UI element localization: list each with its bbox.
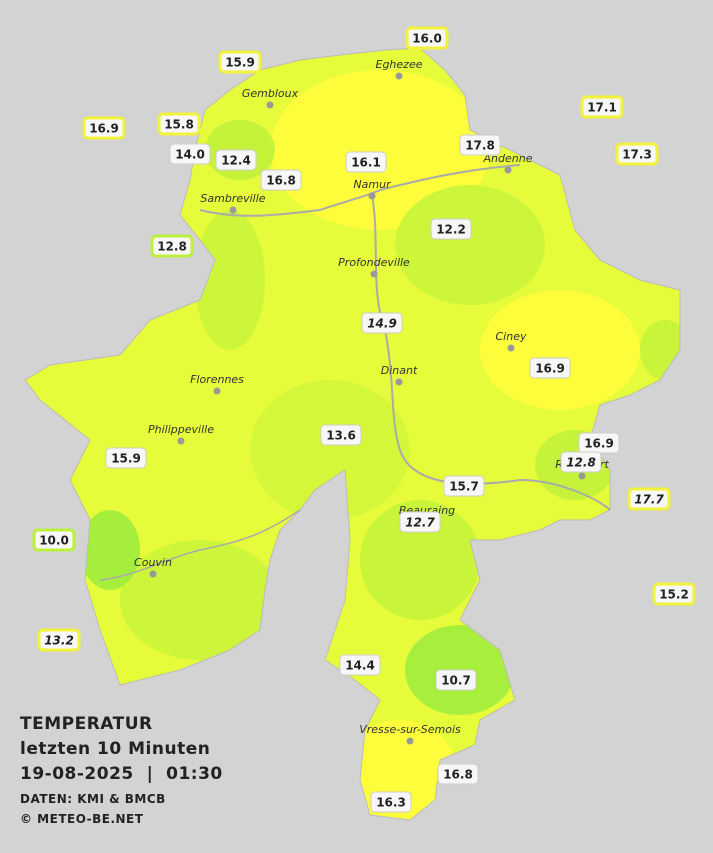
station-box [361, 312, 403, 334]
station-box [218, 50, 262, 74]
station-box [627, 487, 671, 511]
station-box [345, 151, 387, 173]
city-dot [578, 472, 586, 480]
city-label: Profondeville [338, 256, 410, 269]
station-box [320, 424, 362, 446]
station-value: 14.0 [175, 148, 205, 162]
station-box [260, 169, 302, 191]
city-label: Dinant [381, 364, 418, 377]
station-box [37, 628, 81, 652]
station-value: 12.4 [221, 154, 251, 168]
station-value: 16.9 [89, 122, 119, 136]
river [99, 509, 301, 581]
subtitle: letzten 10 Minuten [20, 739, 210, 759]
city-dot [149, 570, 157, 578]
station-value: 10.7 [441, 674, 471, 688]
station-value: 15.8 [164, 118, 194, 132]
station-box [615, 142, 659, 166]
station-value: 15.9 [225, 56, 255, 70]
station-value: 12.8 [566, 456, 596, 470]
city-dot [266, 101, 274, 109]
station-value: 17.1 [587, 101, 617, 115]
source: DATEN: KMI & BMCB [20, 792, 166, 806]
station-box [580, 95, 624, 119]
city-dot [406, 737, 414, 745]
station-value: 16.9 [584, 437, 614, 451]
station-value: 16.9 [535, 362, 565, 376]
station-value: 16.8 [266, 174, 296, 188]
city-label: Gembloux [242, 87, 299, 100]
station-box [82, 116, 126, 140]
station-value: 12.2 [436, 223, 466, 237]
station-value: 15.7 [449, 480, 479, 494]
station-value: 17.3 [622, 148, 652, 162]
station-box [32, 528, 76, 552]
river [371, 194, 611, 511]
city-label: Eghezee [376, 58, 423, 71]
station-value: 16.1 [351, 156, 381, 170]
city-label: Philippeville [148, 423, 214, 436]
station-value: 17.8 [465, 139, 495, 153]
city-dot [395, 378, 403, 386]
station-box [399, 511, 441, 533]
city-dot [229, 206, 237, 214]
station-box [405, 26, 449, 50]
city-dot [213, 387, 221, 395]
station-box [437, 763, 479, 785]
station-value: 13.2 [44, 634, 74, 648]
station-box [105, 447, 147, 469]
river [199, 164, 521, 217]
station-box [157, 112, 201, 136]
city-label: Ciney [496, 330, 527, 343]
city-dot [504, 166, 512, 174]
station-value: 14.4 [345, 659, 375, 673]
station-value: 10.0 [39, 534, 69, 548]
station-box [150, 234, 194, 258]
city-dot [507, 344, 515, 352]
station-value: 16.0 [412, 32, 442, 46]
city-label: Sambreville [200, 192, 265, 205]
station-box [652, 582, 696, 606]
station-value: 14.9 [367, 317, 397, 331]
station-box [459, 134, 501, 156]
city-dot [368, 192, 376, 200]
station-value: 12.8 [157, 240, 187, 254]
station-value: 15.9 [111, 452, 141, 466]
city-dot [370, 270, 378, 278]
station-box [215, 149, 257, 171]
station-box [169, 143, 211, 165]
city-label: Florennes [190, 373, 244, 386]
station-value: 16.3 [376, 796, 406, 810]
station-box [560, 451, 602, 473]
station-box [339, 654, 381, 676]
station-value: 12.7 [405, 516, 435, 530]
station-value: 17.7 [634, 493, 664, 507]
station-value: 16.8 [443, 768, 473, 782]
station-value: 13.6 [326, 429, 356, 443]
city-dot [177, 437, 185, 445]
city-dot [395, 72, 403, 80]
city-label: Namur [353, 178, 392, 191]
station-box [529, 357, 571, 379]
station-box [435, 669, 477, 691]
station-box [443, 475, 485, 497]
city-label: Vresse-sur-Semois [359, 723, 461, 736]
copyright: © METEO-BE.NET [20, 812, 144, 826]
station-box [370, 791, 412, 813]
timestamp: 19-08-2025 | 01:30 [20, 764, 223, 784]
station-box [430, 218, 472, 240]
title: TEMPERATUR [20, 714, 153, 734]
city-label: Couvin [134, 556, 172, 569]
station-value: 15.2 [659, 588, 689, 602]
